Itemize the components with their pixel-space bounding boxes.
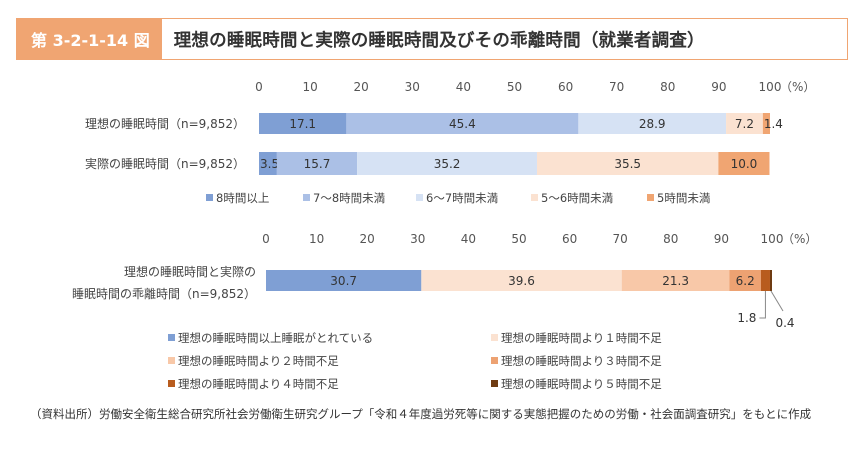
chart1-category-label: 実際の睡眠時間（n=9,852） xyxy=(85,156,245,171)
figure-title: 理想の睡眠時間と実際の睡眠時間及びその乖離時間（就業者調査） xyxy=(173,30,705,51)
chart2-legend-swatch xyxy=(168,357,175,364)
chart1-data-label: 17.1 xyxy=(289,117,316,131)
chart2-tick-label: 60 xyxy=(562,232,577,246)
chart1-data-label: 35.2 xyxy=(434,157,461,171)
figure-number: 第 3-2-1-14 図 xyxy=(17,19,162,59)
chart1-tick-label: 40 xyxy=(456,80,471,94)
chart1-tick-label: 50 xyxy=(507,80,522,94)
chart1-legend-label: 5時間未満 xyxy=(657,191,710,205)
chart1-tick-label: 0 xyxy=(255,80,263,94)
chart2-legend-label: 理想の睡眠時間以上睡眠がとれている xyxy=(178,331,373,345)
chart1-bar-segment xyxy=(536,152,719,175)
chart2-data-label: 21.3 xyxy=(662,274,689,288)
source-note: （資料出所）労働安全衛生総合研究所社会労働衛生研究グループ「令和４年度過労死等に… xyxy=(30,407,812,421)
chart1-tick-label: 60 xyxy=(558,80,573,94)
chart2-legend-label: 理想の睡眠時間より２時間不足 xyxy=(178,354,339,368)
chart1-legend-swatch xyxy=(416,194,423,201)
chart2-category-label: 理想の睡眠時間と実際の xyxy=(124,264,256,279)
chart2-data-label: 1.8 xyxy=(737,311,756,325)
chart1-tick-label: 80 xyxy=(660,80,675,94)
chart1-tick-label: 20 xyxy=(354,80,369,94)
chart1-bar-segment xyxy=(276,152,358,175)
chart2-bar-segment xyxy=(421,270,622,291)
chart1-legend-label: 6～7時間未満 xyxy=(426,191,498,205)
chart1-tick-label: 100 xyxy=(759,80,782,94)
chart1-data-label: 1.4 xyxy=(764,117,783,131)
chart2-tick-label: 50 xyxy=(511,232,526,246)
chart2-tick-label: 30 xyxy=(410,232,425,246)
chart2-legend-label: 理想の睡眠時間より５時間不足 xyxy=(501,377,662,391)
chart2-tick-label: 70 xyxy=(613,232,628,246)
chart2-data-label: 30.7 xyxy=(330,274,357,288)
chart1-tick-label: 10 xyxy=(302,80,317,94)
chart2-tick-label: 80 xyxy=(663,232,678,246)
chart2-bar-segment xyxy=(729,270,761,291)
chart1-data-label: 10.0 xyxy=(731,157,758,171)
chart1-bar-segment xyxy=(578,113,727,134)
chart1-tick-label: 90 xyxy=(711,80,726,94)
chart1-bar-segment xyxy=(357,152,537,175)
chart2-data-label: 6.2 xyxy=(736,274,755,288)
chart2-legend-label: 理想の睡眠時間より４時間不足 xyxy=(178,377,339,391)
chart2-bar-segment xyxy=(760,270,770,291)
chart2-unit-label: （%） xyxy=(782,232,817,246)
chart1-legend-label: 7～8時間未満 xyxy=(313,191,385,205)
chart2-data-label: 39.6 xyxy=(508,274,535,288)
chart1-legend-label: 8時間以上 xyxy=(216,191,269,205)
chart2-bar-segment xyxy=(769,270,772,291)
chart2-tick-label: 10 xyxy=(309,232,324,246)
chart1-legend-label: 5～6時間未満 xyxy=(541,191,613,205)
chart1-category-label: 理想の睡眠時間（n=9,852） xyxy=(85,116,245,131)
chart1-legend-swatch xyxy=(647,194,654,201)
chart1-legend-swatch xyxy=(206,194,213,201)
chart1-data-label: 28.9 xyxy=(639,117,666,131)
chart2-callout-line xyxy=(759,291,766,319)
figure-title-bar: 第 3-2-1-14 図 理想の睡眠時間と実際の睡眠時間及びその乖離時間（就業者… xyxy=(16,18,848,60)
chart2-legend-swatch xyxy=(168,380,175,387)
chart2-tick-label: 40 xyxy=(461,232,476,246)
chart2-bar-segment xyxy=(621,270,730,291)
chart2-callout-line xyxy=(770,290,784,312)
chart1-bar-segment xyxy=(718,152,770,175)
chart2-legend-swatch xyxy=(168,334,175,341)
chart2-legend-swatch xyxy=(491,357,498,364)
chart1-bar-segment xyxy=(346,113,579,134)
chart1-bar-segment xyxy=(259,152,277,175)
chart1-unit-label: （%） xyxy=(780,80,815,94)
chart1-data-label: 15.7 xyxy=(304,157,331,171)
chart1-data-label: 7.2 xyxy=(735,117,754,131)
chart2-legend-swatch xyxy=(491,334,498,341)
chart1-bar-segment xyxy=(259,113,347,134)
chart2-tick-label: 20 xyxy=(360,232,375,246)
chart2-tick-label: 100 xyxy=(761,232,784,246)
chart1-data-label: 35.5 xyxy=(614,157,641,171)
chart1-data-label: 45.4 xyxy=(449,117,476,131)
chart1-bar-segment xyxy=(762,113,770,134)
chart1-bar-segment xyxy=(726,113,763,134)
chart1-legend-swatch xyxy=(303,194,310,201)
chart1-tick-label: 30 xyxy=(405,80,420,94)
chart2-tick-label: 0 xyxy=(262,232,270,246)
chart2-tick-label: 90 xyxy=(714,232,729,246)
chart1-tick-label: 70 xyxy=(609,80,624,94)
chart2-data-label: 0.4 xyxy=(775,316,794,330)
chart2-category-label: 睡眠時間の乖離時間（n=9,852） xyxy=(72,287,256,301)
chart1-data-label: 3.5 xyxy=(260,157,279,171)
chart2-legend-label: 理想の睡眠時間より３時間不足 xyxy=(501,354,662,368)
chart2-bar-segment xyxy=(266,270,422,291)
chart1-legend-swatch xyxy=(531,194,538,201)
chart2-legend-label: 理想の睡眠時間より１時間不足 xyxy=(501,331,662,345)
chart2-legend-swatch xyxy=(491,380,498,387)
